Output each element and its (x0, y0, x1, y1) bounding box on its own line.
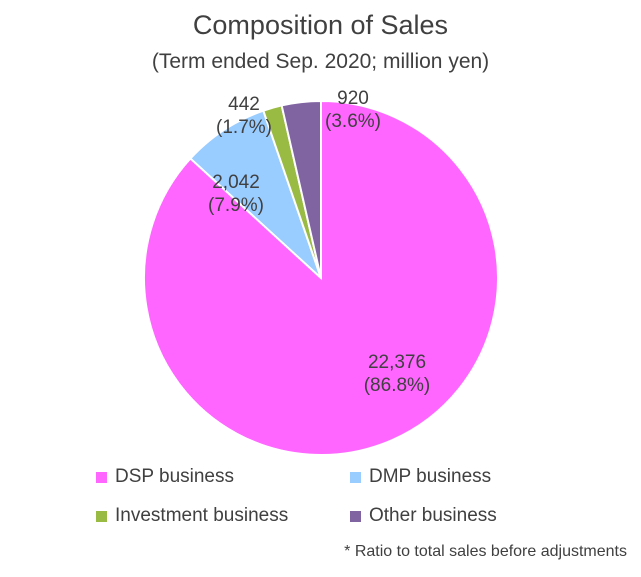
legend-swatch-investment (96, 510, 107, 522)
legend-swatch-dsp (96, 471, 107, 483)
legend-label-other: Other business (369, 505, 497, 526)
chart-subtitle: (Term ended Sep. 2020; million yen) (151, 50, 490, 73)
legend-label-dsp: DSP business (115, 466, 234, 487)
legend-item-dsp: DSP business (96, 466, 234, 488)
value-label-investment: 442 (228, 94, 260, 115)
percent-label-dmp: (7.9%) (208, 195, 264, 216)
percent-label-other: (3.6%) (325, 111, 381, 132)
legend-label-dmp: DMP business (369, 466, 492, 487)
percent-label-dsp: (86.8%) (364, 375, 431, 396)
value-label-other: 920 (337, 88, 369, 109)
legend-item-other: Other business (350, 505, 497, 527)
legend-item-investment: Investment business (96, 505, 288, 527)
footnote: * Ratio to total sales before adjustment… (344, 543, 627, 560)
legend-swatch-other (350, 510, 361, 522)
percent-label-investment: (1.7%) (216, 117, 272, 138)
legend-item-dmp: DMP business (350, 466, 491, 488)
legend-label-investment: Investment business (115, 505, 289, 526)
pie-slice-other (280, 99, 322, 279)
value-label-dsp: 22,376 (368, 352, 426, 373)
legend-swatch-dmp (350, 471, 361, 483)
chart-title: Composition of Sales (192, 10, 449, 40)
value-label-dmp: 2,042 (212, 172, 260, 193)
